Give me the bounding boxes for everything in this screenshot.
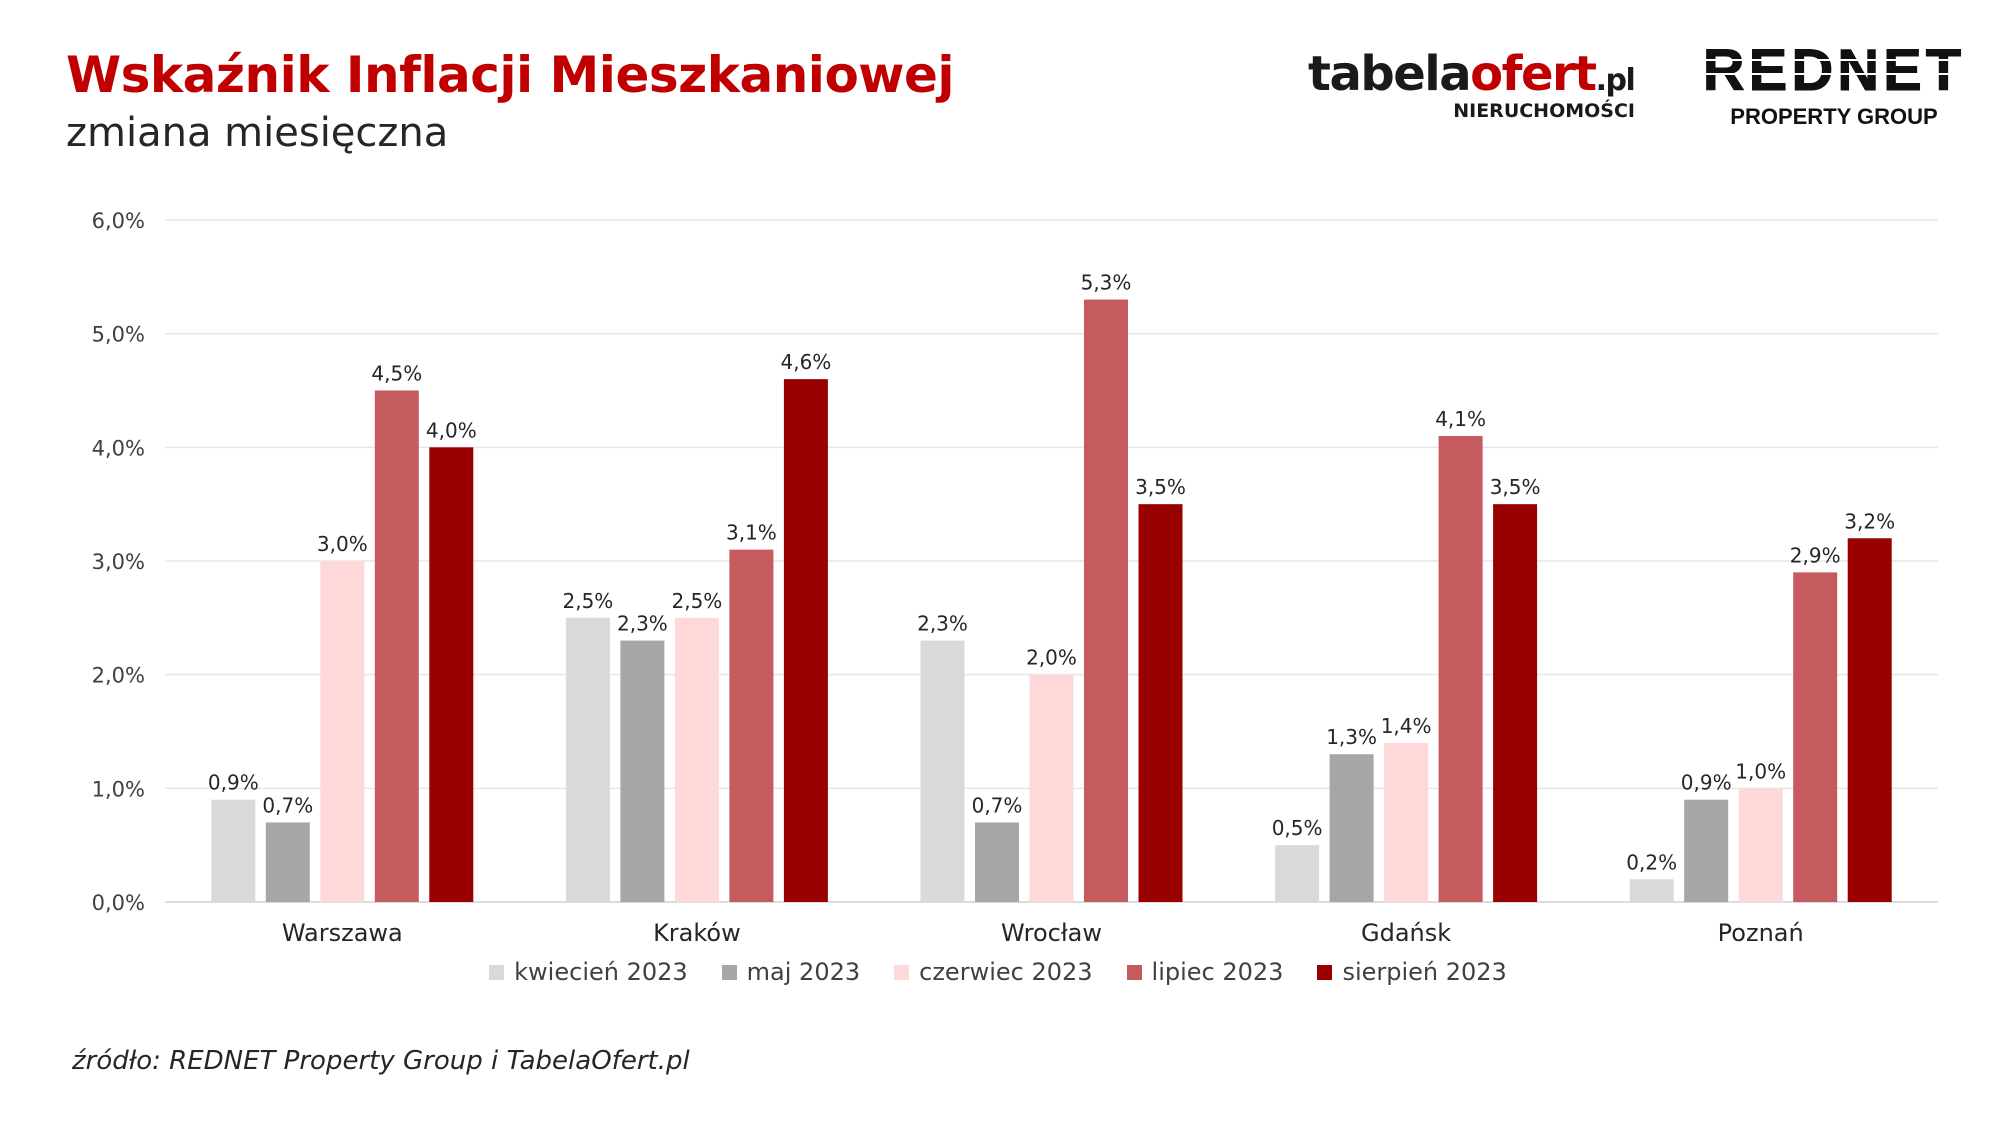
legend-item: czerwiec 2023	[894, 958, 1093, 986]
y-tick-label: 5,0%	[92, 323, 145, 347]
bar	[1029, 674, 1074, 902]
x-tick-label: Wrocław	[1001, 919, 1102, 947]
data-label: 2,5%	[671, 589, 722, 613]
legend-swatch	[489, 964, 505, 980]
rednet-logo-main: REDNET	[1703, 40, 1965, 103]
data-label: 2,3%	[917, 612, 968, 636]
bar	[1438, 435, 1483, 902]
legend-swatch	[1317, 964, 1333, 980]
data-label: 3,0%	[317, 532, 368, 556]
x-tick-label: Gdańsk	[1361, 919, 1451, 947]
bar	[1793, 572, 1838, 902]
data-label: 3,2%	[1844, 509, 1895, 533]
tabelaofert-logo-wordmark: tabelaofert.pl	[1308, 46, 1636, 102]
data-label: 2,3%	[617, 612, 668, 636]
legend-swatch	[1126, 964, 1142, 980]
data-label: 0,9%	[208, 771, 259, 795]
data-label: 1,0%	[1735, 759, 1786, 783]
y-tick-label: 4,0%	[92, 436, 145, 460]
legend-item: maj 2023	[721, 958, 861, 986]
legend-label: lipiec 2023	[1151, 958, 1284, 986]
page-subtitle: zmiana miesięczna	[66, 110, 449, 156]
bar	[1629, 879, 1674, 902]
data-label: 4,0%	[426, 418, 477, 442]
rednet-logo-sub: PROPERTY GROUP	[1730, 104, 1937, 129]
legend-item: kwiecień 2023	[489, 958, 688, 986]
bar	[620, 640, 665, 902]
bar	[729, 549, 774, 902]
bar	[1847, 538, 1892, 902]
legend-label: sierpień 2023	[1342, 958, 1507, 986]
bar	[1684, 799, 1729, 902]
chart-legend: kwiecień 2023 maj 2023 czerwiec 2023 lipiec…	[0, 958, 1996, 986]
source-note: źródło: REDNET Property Group i TabelaOf…	[72, 1046, 690, 1076]
data-label: 4,6%	[780, 350, 831, 374]
x-tick-label: Kraków	[653, 919, 741, 947]
bar-chart: 0,0%1,0%2,0%3,0%4,0%5,0%6,0%0,9%0,7%3,0%…	[92, 209, 1938, 947]
bar	[320, 561, 365, 902]
legend-swatch	[894, 964, 910, 980]
bars-layer	[211, 299, 1892, 903]
legend-label: kwiecień 2023	[514, 958, 688, 986]
legend-label: maj 2023	[746, 958, 861, 986]
bar	[374, 390, 419, 902]
bar	[1493, 504, 1538, 902]
bar	[1275, 845, 1320, 902]
data-label: 3,1%	[726, 521, 777, 545]
legend-label: czerwiec 2023	[919, 958, 1093, 986]
legend-item: lipiec 2023	[1126, 958, 1284, 986]
data-label: 2,0%	[1026, 646, 1077, 670]
bar	[265, 822, 310, 902]
bar	[1138, 504, 1183, 902]
bar	[674, 617, 719, 902]
data-label: 4,1%	[1435, 407, 1486, 431]
rednet-logo: REDNET PROPERTY GROUP	[1686, 40, 1982, 132]
y-tick-label: 0,0%	[92, 891, 145, 915]
data-label: 1,4%	[1381, 714, 1432, 738]
tabelaofert-logo-sub: NIERUCHOMOŚCI	[1453, 100, 1635, 122]
tabelaofert-logo-part2: ofert	[1470, 46, 1597, 102]
data-label: 0,7%	[972, 793, 1023, 817]
legend-item: sierpień 2023	[1317, 958, 1507, 986]
page-title: Wskaźnik Inflacji Mieszkaniowej	[66, 46, 955, 104]
bar	[429, 447, 474, 902]
y-tick-label: 3,0%	[92, 550, 145, 574]
data-label: 2,9%	[1790, 543, 1841, 567]
y-tick-label: 2,0%	[92, 664, 145, 688]
x-tick-label: Warszawa	[282, 919, 403, 947]
y-tick-label: 6,0%	[92, 209, 145, 233]
data-label: 3,5%	[1490, 475, 1541, 499]
tabelaofert-logo: tabelaofert.pl NIERUCHOMOŚCI	[1300, 40, 1645, 130]
bar	[1084, 299, 1128, 903]
tabelaofert-logo-part3: .pl	[1595, 63, 1636, 98]
y-tick-label: 1,0%	[92, 777, 145, 801]
bar	[1738, 788, 1783, 902]
data-label: 0,7%	[262, 793, 313, 817]
data-label: 0,2%	[1626, 850, 1677, 874]
bar	[975, 822, 1019, 902]
bar	[783, 379, 828, 903]
data-label: 0,9%	[1681, 771, 1732, 795]
rednet-logo-graphic: REDNET PROPERTY GROUP	[1686, 40, 1982, 129]
legend-swatch	[721, 964, 737, 980]
bar	[920, 640, 965, 902]
labels-layer: 0,0%1,0%2,0%3,0%4,0%5,0%6,0%0,9%0,7%3,0%…	[92, 209, 1895, 947]
bar	[211, 799, 256, 902]
bar	[565, 617, 610, 902]
data-label: 2,5%	[562, 589, 613, 613]
data-label: 1,3%	[1326, 725, 1377, 749]
data-label: 5,3%	[1081, 271, 1132, 295]
tabelaofert-logo-part1: tabela	[1308, 46, 1472, 102]
data-label: 3,5%	[1135, 475, 1186, 499]
x-tick-label: Poznań	[1718, 919, 1804, 947]
bar	[1384, 742, 1429, 902]
data-label: 0,5%	[1272, 816, 1323, 840]
bar	[1329, 754, 1374, 902]
data-label: 4,5%	[371, 362, 422, 386]
